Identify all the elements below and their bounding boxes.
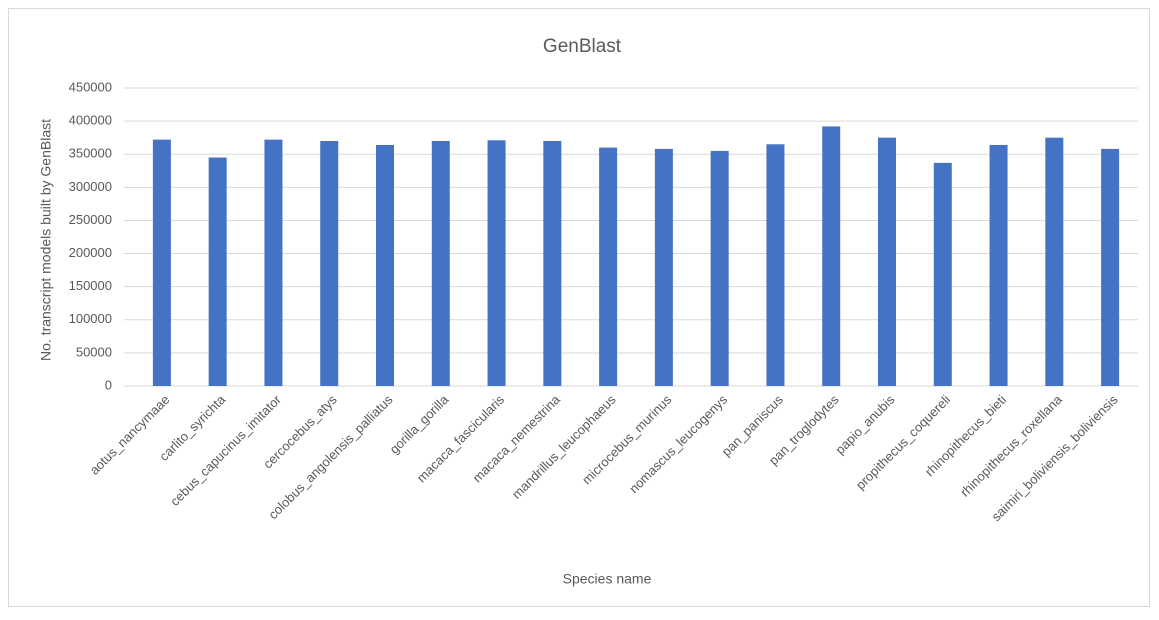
bar <box>320 140 339 386</box>
y-tick-label: 200000 <box>69 245 112 260</box>
bar <box>989 144 1008 386</box>
y-tick-label: 250000 <box>69 212 112 227</box>
chart-title: GenBlast <box>543 36 622 57</box>
chart-frame <box>8 8 1150 607</box>
bar <box>376 144 394 386</box>
bar <box>654 148 673 386</box>
bar <box>487 140 506 386</box>
bar <box>543 140 562 386</box>
bar <box>1101 148 1120 386</box>
bar <box>152 139 171 386</box>
y-axis-title: No. transcript models built by GenBlast <box>38 119 54 361</box>
y-tick-label: 400000 <box>69 113 112 128</box>
y-tick-label: 350000 <box>69 146 112 161</box>
bar <box>431 140 450 386</box>
bar <box>1045 137 1064 386</box>
y-tick-label: 300000 <box>69 179 112 194</box>
bar <box>264 139 283 386</box>
y-tick-label: 450000 <box>69 79 112 94</box>
bar <box>822 126 841 387</box>
y-tick-label: 100000 <box>69 311 112 326</box>
bar <box>878 137 896 386</box>
bar <box>766 144 785 386</box>
bar <box>208 157 227 386</box>
y-tick-label: 150000 <box>69 278 112 293</box>
x-axis-title: Species name <box>563 571 652 587</box>
bar <box>599 147 618 386</box>
bar <box>710 150 729 386</box>
y-tick-label: 50000 <box>76 344 112 359</box>
y-tick-label: 0 <box>105 377 112 392</box>
bar <box>933 162 952 386</box>
